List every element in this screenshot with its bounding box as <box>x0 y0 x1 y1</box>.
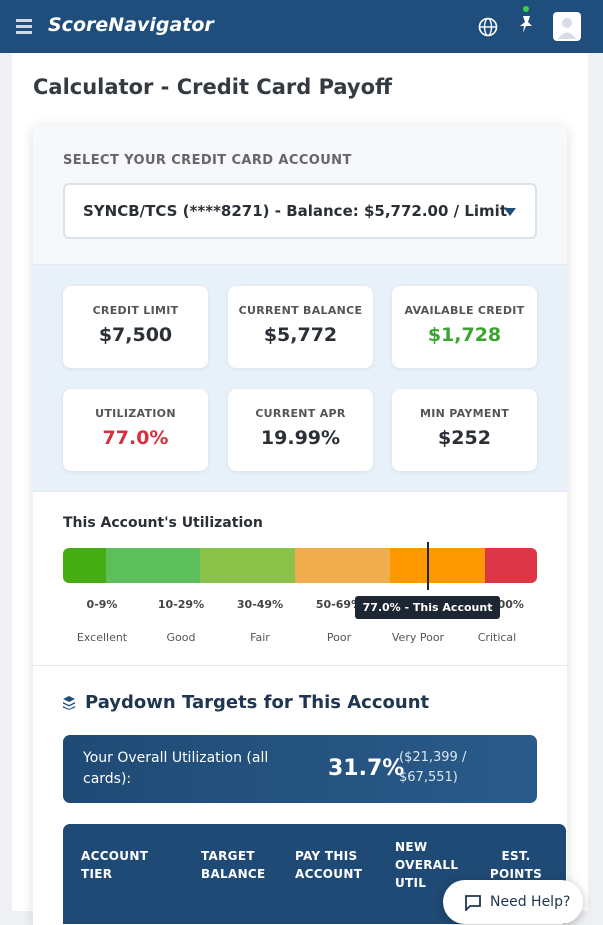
range-name: Poor <box>326 631 352 644</box>
band-fair <box>200 548 295 583</box>
overall-value: 31.7% <box>328 756 405 781</box>
stat-label: CREDIT LIMIT <box>92 304 179 317</box>
stat-card: UTILIZATION 77.0% <box>63 389 208 471</box>
stat-label: MIN PAYMENT <box>419 407 510 420</box>
stat-card: AVAILABLE CREDIT $1,728 <box>392 286 537 368</box>
avatar[interactable] <box>553 12 581 41</box>
stat-value: 77.0% <box>102 427 169 449</box>
range-name: Good <box>166 631 196 644</box>
divider <box>33 665 567 666</box>
column-header: TARGET BALANCE <box>201 849 266 881</box>
band-poor <box>295 548 390 583</box>
select-value: SYNCB/TCS (****8271) - Balance: $5,772.0… <box>83 202 507 220</box>
select-label: SELECT YOUR CREDIT CARD ACCOUNT <box>63 153 352 168</box>
stat-card: CURRENT APR 19.99% <box>228 389 373 471</box>
range-name: Fair <box>250 631 270 644</box>
overall-detail: ($21,399 / $67,551) <box>399 750 467 785</box>
column-header: ACCOUNT TIER <box>81 849 149 881</box>
pin-icon[interactable] <box>516 4 538 36</box>
range-label: 10-29% <box>157 598 205 611</box>
overall-label: Your Overall Utilization (all cards): <box>83 750 269 787</box>
stat-card: MIN PAYMENT $252 <box>392 389 537 471</box>
stat-value: $5,772 <box>263 324 338 346</box>
page-title: Calculator - Credit Card Payoff <box>33 75 393 99</box>
column-header: PAY THIS ACCOUNT <box>295 849 363 881</box>
stat-label: CURRENT BALANCE <box>238 304 363 317</box>
stat-value: $1,728 <box>427 324 502 346</box>
stat-label: CURRENT APR <box>255 407 346 420</box>
top-bar: ScoreNavigator <box>0 0 603 53</box>
band-good <box>106 548 200 583</box>
stat-card: CURRENT BALANCE $5,772 <box>228 286 373 368</box>
marker-tooltip: 77.0% - This Account <box>355 596 500 619</box>
range-name: Critical <box>477 631 517 644</box>
brand[interactable]: ScoreNavigator <box>48 14 214 36</box>
chat-icon <box>465 895 481 911</box>
language-icon[interactable] <box>478 17 498 37</box>
stat-card: CREDIT LIMIT $7,500 <box>63 286 208 368</box>
help-label: Need Help? <box>490 894 571 910</box>
account-select[interactable]: SYNCB/TCS (****8271) - Balance: $5,772.0… <box>63 183 537 239</box>
dropdown-arrow <box>504 208 516 216</box>
layers-icon <box>63 696 75 710</box>
utilization-title: This Account's Utilization <box>63 515 263 531</box>
overall-box: Your Overall Utilization (all cards): 31… <box>63 735 537 803</box>
range-label: 30-49% <box>236 598 284 611</box>
stat-label: UTILIZATION <box>95 407 176 420</box>
stat-label: AVAILABLE CREDIT <box>404 304 525 317</box>
stat-value: $7,500 <box>98 324 173 346</box>
range-label: 0-9% <box>86 598 118 611</box>
band-excellent <box>63 548 106 583</box>
menu-icon[interactable] <box>16 18 32 34</box>
band-very-poor <box>390 548 485 583</box>
range-label: 50-69% <box>315 598 363 611</box>
band-critical <box>485 548 537 583</box>
column-header: NEW OVERALL UTIL <box>395 840 459 890</box>
paydown-title: Paydown Targets for This Account <box>85 692 430 713</box>
stat-value: $252 <box>438 427 491 449</box>
help-button[interactable]: Need Help? <box>443 880 583 924</box>
range-name: Very Poor <box>391 631 445 644</box>
stat-value: 19.99% <box>260 427 341 449</box>
range-name: Excellent <box>76 631 128 644</box>
account-marker <box>427 542 429 590</box>
column-header: EST. POINTS <box>489 849 543 881</box>
